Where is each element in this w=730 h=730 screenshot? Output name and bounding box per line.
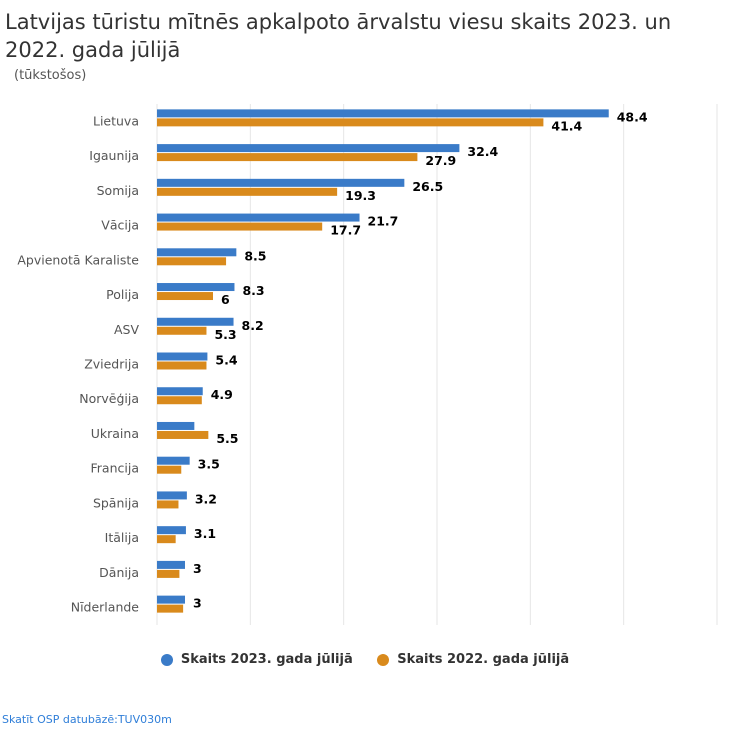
legend-item-2023[interactable]: Skaits 2023. gada jūlijā (160, 652, 353, 667)
category-label: Ukraina (91, 426, 139, 441)
bar-2023 (157, 283, 235, 292)
data-label: 6 (221, 292, 230, 307)
bar-2023 (157, 144, 460, 153)
category-label: Lietuva (93, 113, 139, 128)
bar-2023 (157, 526, 186, 535)
data-label: 8.2 (242, 318, 264, 333)
category-label: Norvēģija (79, 391, 139, 406)
data-label: 3.2 (195, 491, 217, 506)
bar-2023 (157, 595, 185, 604)
bar-2022 (157, 535, 176, 544)
data-label: 5.4 (215, 353, 237, 368)
bar-2022 (157, 430, 209, 439)
data-label: 3.5 (198, 457, 220, 472)
category-label: Apvienotā Karaliste (17, 252, 139, 267)
data-label: 8.3 (242, 283, 264, 298)
bar-2022 (157, 465, 182, 474)
data-label: 8.5 (244, 248, 266, 263)
category-label: ASV (114, 322, 139, 337)
data-label: 41.4 (551, 118, 582, 133)
data-label: 4.9 (211, 387, 233, 402)
data-label: 27.9 (425, 153, 456, 168)
bar-2022 (157, 326, 207, 335)
bar-2023 (157, 317, 234, 326)
data-label: 17.7 (330, 223, 361, 238)
bar-2022 (157, 396, 202, 405)
data-label: 3 (193, 596, 202, 611)
bar-2023 (157, 213, 360, 222)
category-label: Spānija (93, 495, 139, 510)
data-label: 48.4 (617, 109, 648, 124)
data-label: 32.4 (467, 144, 498, 159)
bar-2023 (157, 421, 195, 430)
legend-label-2022: Skaits 2022. gada jūlijā (397, 652, 570, 667)
bar-2022 (157, 604, 184, 613)
data-label: 3.1 (194, 526, 216, 541)
bar-2023 (157, 352, 208, 361)
legend: Skaits 2023. gada jūlijā Skaits 2022. ga… (0, 652, 730, 670)
bar-2022 (157, 292, 213, 301)
data-label: 26.5 (412, 179, 443, 194)
bar-2023 (157, 491, 187, 500)
bar-chart: Lietuva 48.4 41.4 Igaunija 32.4 27.9 Somija 26.… (17, 104, 718, 625)
bar-2022 (157, 500, 179, 509)
data-label: 5.3 (214, 327, 236, 342)
category-label: Nīderlande (71, 600, 140, 615)
bar-2022 (157, 257, 227, 266)
source-link[interactable]: Skatīt OSP datubāzē:TUV030m (2, 713, 172, 726)
category-label: Itālija (105, 530, 139, 545)
bar-2023 (157, 456, 190, 465)
bar-2023 (157, 109, 609, 118)
data-label: 21.7 (368, 214, 399, 229)
data-label: 5.5 (216, 431, 238, 446)
legend-label-2023: Skaits 2023. gada jūlijā (180, 652, 353, 667)
chart-title: Latvijas tūristu mītnēs apkalpoto ārvals… (5, 10, 672, 62)
category-label: Somija (97, 183, 139, 198)
bar-2022 (157, 569, 180, 578)
category-label: Polija (106, 287, 139, 302)
legend-item-2022[interactable]: Skaits 2022. gada jūlijā (377, 652, 569, 667)
bar-2023 (157, 178, 405, 187)
bar-2022 (157, 361, 207, 370)
bar-2022 (157, 222, 323, 231)
bar-2023 (157, 560, 185, 569)
bar-2023 (157, 387, 203, 396)
category-label: Francija (91, 461, 139, 476)
bar-2023 (157, 248, 237, 257)
category-label: Zviedrija (84, 357, 139, 372)
bar-2022 (157, 153, 418, 162)
category-label: Igaunija (89, 148, 139, 163)
bar-2022 (157, 187, 338, 196)
bar-2022 (157, 118, 544, 127)
category-label: Dānija (99, 565, 139, 580)
category-label: Vācija (101, 218, 139, 233)
legend-marker-2022 (377, 653, 390, 666)
legend-marker-2023 (160, 653, 173, 666)
chart-subtitle: (tūkstošos) (14, 68, 87, 83)
data-label: 3 (193, 561, 202, 576)
data-label: 19.3 (345, 188, 376, 203)
